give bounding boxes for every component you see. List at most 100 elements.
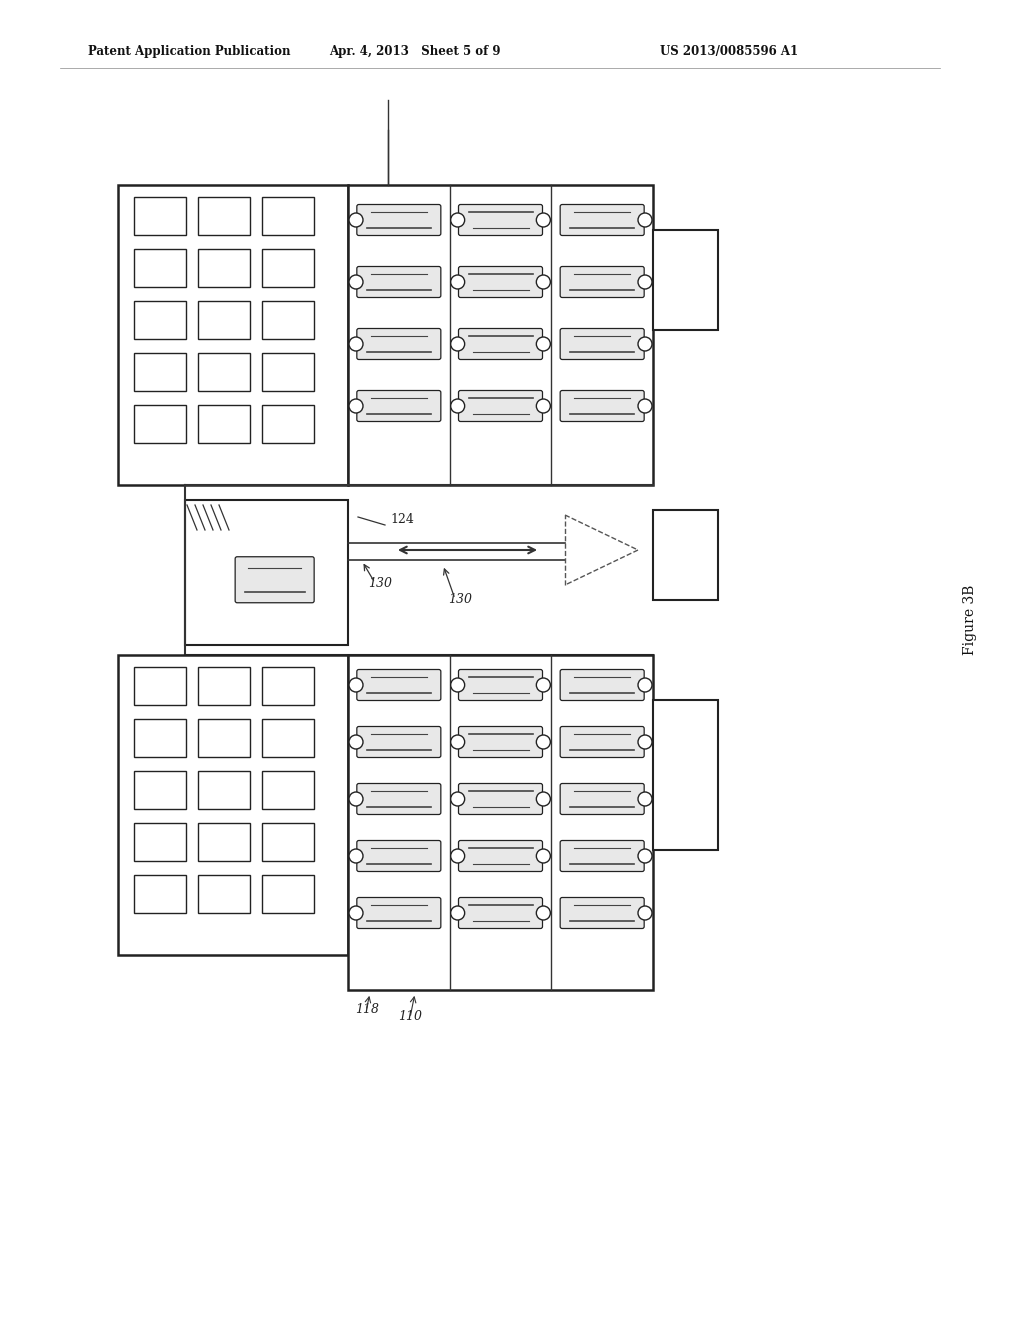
Bar: [134, 875, 186, 913]
Circle shape: [451, 678, 465, 692]
Circle shape: [451, 735, 465, 748]
Text: Patent Application Publication: Patent Application Publication: [88, 45, 291, 58]
FancyBboxPatch shape: [356, 205, 441, 235]
FancyBboxPatch shape: [356, 391, 441, 421]
Circle shape: [349, 735, 362, 748]
Bar: [262, 822, 314, 861]
Bar: [198, 719, 250, 756]
Bar: [262, 405, 314, 444]
FancyBboxPatch shape: [560, 726, 644, 758]
FancyBboxPatch shape: [356, 329, 441, 359]
Bar: [118, 185, 348, 484]
Bar: [134, 405, 186, 444]
Bar: [348, 185, 653, 484]
Circle shape: [537, 275, 550, 289]
Circle shape: [349, 849, 362, 863]
Circle shape: [451, 906, 465, 920]
FancyBboxPatch shape: [459, 329, 543, 359]
FancyBboxPatch shape: [560, 784, 644, 814]
Circle shape: [638, 906, 652, 920]
Bar: [262, 249, 314, 286]
Text: Figure 3B: Figure 3B: [963, 585, 977, 655]
Text: US 2013/0085596 A1: US 2013/0085596 A1: [660, 45, 798, 58]
Bar: [198, 301, 250, 339]
Circle shape: [537, 213, 550, 227]
Bar: [134, 667, 186, 705]
Text: 118: 118: [355, 1003, 379, 1016]
FancyBboxPatch shape: [356, 726, 441, 758]
FancyBboxPatch shape: [459, 205, 543, 235]
Circle shape: [451, 275, 465, 289]
Bar: [134, 719, 186, 756]
Circle shape: [451, 213, 465, 227]
Circle shape: [638, 678, 652, 692]
FancyBboxPatch shape: [459, 841, 543, 871]
Bar: [653, 230, 718, 330]
Circle shape: [537, 678, 550, 692]
Bar: [198, 771, 250, 809]
Bar: [262, 875, 314, 913]
Circle shape: [537, 906, 550, 920]
Circle shape: [638, 849, 652, 863]
Text: 130: 130: [449, 593, 472, 606]
Circle shape: [638, 735, 652, 748]
FancyBboxPatch shape: [236, 557, 314, 603]
Bar: [262, 719, 314, 756]
Bar: [134, 197, 186, 235]
FancyBboxPatch shape: [560, 329, 644, 359]
Bar: [653, 700, 718, 850]
FancyBboxPatch shape: [560, 669, 644, 701]
Circle shape: [638, 213, 652, 227]
Circle shape: [451, 849, 465, 863]
Circle shape: [349, 337, 362, 351]
Circle shape: [537, 792, 550, 807]
Bar: [198, 352, 250, 391]
FancyBboxPatch shape: [356, 841, 441, 871]
Circle shape: [349, 213, 362, 227]
FancyBboxPatch shape: [459, 784, 543, 814]
Bar: [198, 875, 250, 913]
Circle shape: [451, 399, 465, 413]
FancyBboxPatch shape: [356, 267, 441, 297]
Text: Apr. 4, 2013   Sheet 5 of 9: Apr. 4, 2013 Sheet 5 of 9: [330, 45, 501, 58]
Circle shape: [349, 678, 362, 692]
FancyBboxPatch shape: [459, 391, 543, 421]
Bar: [262, 667, 314, 705]
Circle shape: [638, 399, 652, 413]
Bar: [185, 500, 348, 645]
Bar: [198, 249, 250, 286]
Bar: [262, 301, 314, 339]
Bar: [134, 822, 186, 861]
FancyBboxPatch shape: [356, 784, 441, 814]
Circle shape: [349, 906, 362, 920]
FancyBboxPatch shape: [459, 267, 543, 297]
FancyBboxPatch shape: [560, 205, 644, 235]
FancyBboxPatch shape: [356, 669, 441, 701]
Text: 130: 130: [368, 577, 392, 590]
Circle shape: [537, 735, 550, 748]
Text: 110: 110: [398, 1010, 422, 1023]
Circle shape: [349, 275, 362, 289]
Bar: [262, 352, 314, 391]
Bar: [118, 655, 348, 954]
Circle shape: [451, 792, 465, 807]
Circle shape: [638, 792, 652, 807]
Bar: [134, 771, 186, 809]
Bar: [134, 301, 186, 339]
FancyBboxPatch shape: [459, 726, 543, 758]
FancyBboxPatch shape: [560, 391, 644, 421]
Circle shape: [537, 399, 550, 413]
Circle shape: [638, 275, 652, 289]
Bar: [348, 655, 653, 990]
FancyBboxPatch shape: [560, 841, 644, 871]
Bar: [134, 352, 186, 391]
Bar: [262, 197, 314, 235]
Bar: [262, 771, 314, 809]
FancyBboxPatch shape: [459, 898, 543, 928]
Circle shape: [537, 849, 550, 863]
Circle shape: [349, 792, 362, 807]
Circle shape: [537, 337, 550, 351]
FancyBboxPatch shape: [560, 267, 644, 297]
Bar: [653, 510, 718, 601]
Text: 124: 124: [390, 513, 414, 525]
